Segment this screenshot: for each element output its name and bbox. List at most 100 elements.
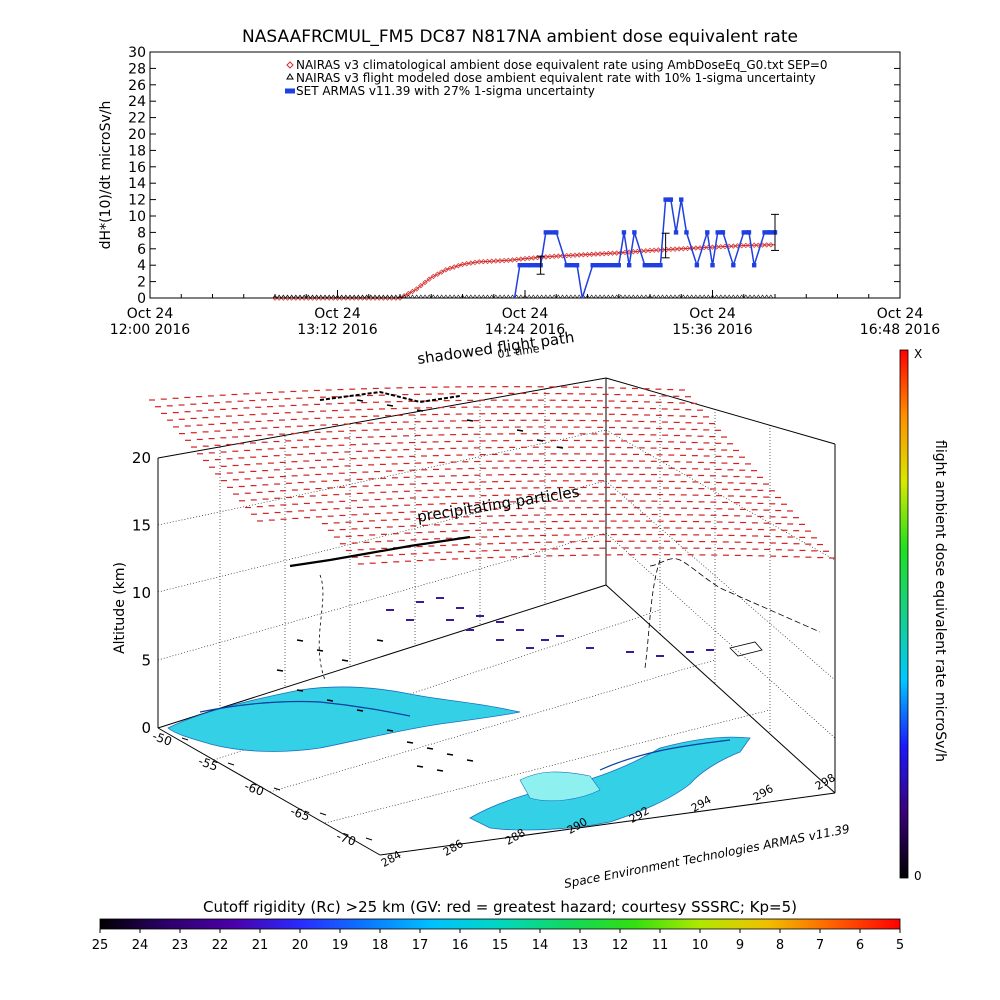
nairas-flight-point: [618, 294, 624, 299]
nairas-climatological-point: [451, 264, 457, 270]
nairas-flight-point: [414, 294, 420, 299]
nairas-climatological-point: [568, 252, 574, 259]
nairas-flight-point: [734, 294, 741, 299]
shadow-dash: [466, 759, 474, 762]
shadow-dash: [406, 741, 414, 744]
armas-point: [658, 263, 663, 268]
y-tick-label: 28: [128, 61, 146, 77]
armas-point: [650, 263, 655, 268]
latitude-ticks: -50 -55 -60 -65 -70: [151, 729, 373, 849]
nairas-flight-point: [322, 294, 328, 299]
landmass-south: [469, 736, 751, 831]
legend-marker-square: [285, 88, 295, 94]
armas-point: [551, 230, 557, 235]
dose-colorbar-top-label: X: [914, 347, 922, 361]
nairas-flight-point: [359, 294, 366, 299]
nairas-flight-point: [314, 294, 320, 299]
cutoff-tick-label: 18: [372, 938, 389, 953]
latitude-tick-mark: [365, 837, 373, 841]
nairas-flight-point: [714, 294, 720, 299]
armas-point: [751, 263, 757, 268]
nairas-flight-point: [309, 294, 316, 299]
armas-point: [532, 263, 537, 268]
y-tick-label: 8: [137, 225, 146, 241]
latitude-tick-label: -60: [243, 779, 266, 799]
nairas-flight-point: [389, 294, 395, 299]
nairas-flight-point: [672, 294, 678, 299]
nairas-flight-point: [647, 294, 653, 299]
cutoff-rigidity-title: Cutoff rigidity (Rc) >25 km (GV: red = g…: [203, 898, 797, 916]
landmass-island: [519, 771, 601, 802]
altitude-tick-label: 5: [141, 652, 151, 670]
nairas-climatological-point: [555, 253, 562, 259]
y-tick-label: 12: [128, 193, 146, 209]
low-altitude-markers: [386, 597, 714, 657]
armas-point: [574, 263, 580, 268]
nairas-flight-point: [614, 294, 620, 299]
nairas-climatological-point: [647, 247, 653, 254]
nairas-flight-point: [655, 294, 661, 299]
nairas-flight-point: [351, 294, 357, 299]
nairas-flight-point: [568, 294, 574, 299]
armas-point: [608, 263, 614, 268]
nairas-flight-point: [305, 294, 311, 299]
altitude-tick-label: 20: [132, 449, 151, 467]
armas-point: [746, 230, 752, 235]
nairas-flight-point: [718, 294, 724, 299]
top-y-axis-label: dH*(10)/dt microSv/h: [98, 101, 114, 250]
nairas-climatological-point: [634, 248, 641, 255]
cutoff-tick-label: 19: [332, 938, 349, 953]
nairas-flight-point: [330, 294, 336, 299]
armas-point: [528, 263, 533, 268]
y-tick-label: 10: [128, 209, 146, 225]
armas-point: [598, 263, 603, 268]
latitude-tick-label: -70: [335, 829, 358, 849]
nairas-flight-point: [430, 294, 436, 299]
nairas-flight-point: [668, 294, 674, 299]
armas-point: [521, 263, 526, 268]
nairas-flight-point: [589, 294, 595, 299]
nairas-climatological-point: [655, 247, 662, 253]
shadow-dash: [296, 689, 304, 692]
cutoff-tick-label: 23: [172, 938, 189, 953]
nairas-flight-point: [422, 294, 428, 299]
armas-point: [694, 263, 700, 268]
credit-text: Space Environment Technologies ARMAS v11…: [563, 822, 851, 891]
nairas-climatological-point: [438, 269, 445, 275]
nairas-flight-point: [451, 294, 457, 299]
armas-point: [705, 230, 710, 235]
shadow-dash: [386, 404, 394, 407]
nairas-climatological-point: [413, 286, 420, 292]
nairas-climatological-point: [763, 242, 770, 248]
y-tick-label: 0: [137, 291, 146, 307]
armas-point: [517, 263, 522, 268]
nairas-climatological-point: [768, 242, 774, 248]
nairas-flight-point: [664, 294, 670, 299]
nairas-climatological-point: [643, 248, 649, 254]
nairas-flight-point: [272, 294, 278, 299]
y-tick-label: 20: [128, 127, 146, 143]
shadow-dash: [386, 729, 394, 732]
nairas-flight-point: [380, 294, 386, 299]
nairas-flight-point: [409, 294, 416, 299]
cutoff-rigidity-colorbar: Cutoff rigidity (Rc) >25 km (GV: red = g…: [92, 898, 904, 953]
longitude-tick-label: 286: [441, 837, 466, 859]
nairas-climatological-point: [480, 258, 487, 265]
nairas-climatological-point: [601, 250, 607, 257]
x-tick-label-time: 14:24 2016: [485, 322, 566, 338]
nairas-climatological-point: [505, 257, 512, 264]
nairas-flight-point: [468, 294, 474, 299]
nairas-flight-point: [597, 294, 603, 299]
nairas-climatological-point: [430, 273, 437, 280]
legend-marker-triangle: [286, 73, 294, 80]
y-tick-label: 18: [128, 143, 146, 159]
flight-path: [289, 390, 821, 681]
nairas-flight-point: [764, 294, 770, 299]
coastline-detail: [199, 700, 411, 717]
nairas-flight-point: [739, 294, 745, 299]
nairas-flight-point: [301, 294, 307, 299]
nairas-flight-point: [289, 294, 295, 299]
armas-point: [762, 230, 767, 235]
armas-point: [741, 230, 746, 235]
